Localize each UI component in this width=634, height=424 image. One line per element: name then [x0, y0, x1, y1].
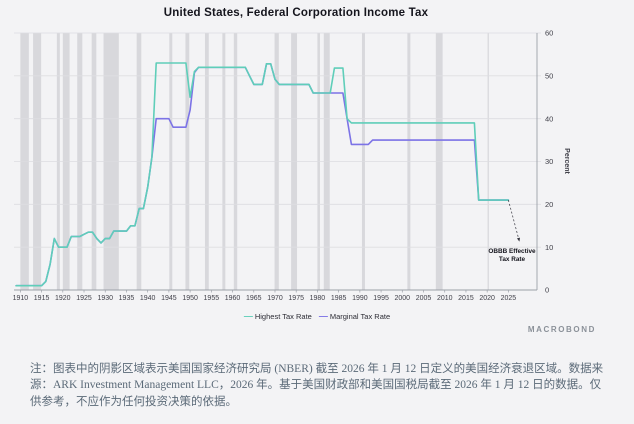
- obbb-annotation-arrowhead: [516, 237, 520, 242]
- x-axis-tick-label: 1970: [267, 295, 283, 302]
- x-axis-tick-label: 2005: [416, 295, 432, 302]
- y-axis-tick-label: 60: [545, 29, 553, 38]
- x-axis-tick-label: 1950: [182, 295, 198, 302]
- obbb-annotation-label: OBBB Effective: [488, 248, 536, 255]
- x-axis-tick-label: 1945: [161, 295, 177, 302]
- x-axis-tick-label: 1985: [331, 295, 347, 302]
- y-axis-tick-label: 30: [545, 157, 553, 166]
- macrobond-logo: MACROBOND: [527, 325, 596, 334]
- legend-item-highest-tax-rate[interactable]: — Highest Tax Rate: [243, 311, 312, 322]
- x-axis-tick-label: 1935: [119, 295, 135, 302]
- legend-label-highest-tax-rate: Highest Tax Rate: [254, 312, 312, 321]
- x-axis-tick-label: 1910: [13, 295, 29, 302]
- x-axis-tick-label: 1920: [55, 295, 71, 302]
- chart-legend: — Highest Tax Rate — Marginal Tax Rate: [0, 311, 634, 322]
- obbb-annotation-arrow: [508, 199, 520, 242]
- x-axis-tick-label: 1975: [288, 295, 304, 302]
- x-axis-tick-label: 1930: [97, 295, 113, 302]
- x-axis-tick-label: 1965: [246, 295, 262, 302]
- x-axis-tick-label: 2025: [501, 295, 517, 302]
- chart-card: United States, Federal Corporation Incom…: [0, 7, 634, 334]
- highest-tax-rate-swatch-icon: —: [243, 311, 253, 321]
- legend-label-marginal-tax-rate: Marginal Tax Rate: [329, 312, 391, 321]
- x-axis-tick-label: 1915: [34, 295, 50, 302]
- footnote-disclaimer: 注：图表中的阴影区域表示美国国家经济研究局 (NBER) 截至 2026 年 1…: [30, 363, 604, 408]
- marginal-tax-rate-line: [15, 62, 510, 287]
- x-axis-tick-label: 2000: [395, 295, 411, 302]
- y-axis-tick-label: 10: [545, 243, 553, 252]
- x-axis-tick-label: 2020: [479, 295, 495, 302]
- x-axis-tick-label: 1980: [310, 295, 326, 302]
- x-axis-tick-label: 1960: [225, 295, 241, 302]
- x-axis-tick-label: 1925: [76, 295, 92, 302]
- x-axis-tick-label: 1995: [373, 295, 389, 302]
- y-axis-title: Percent: [563, 148, 570, 174]
- y-axis-tick-label: 20: [545, 200, 553, 209]
- highest-tax-rate-line: [15, 62, 510, 287]
- obbb-annotation-label: Tax Rate: [499, 256, 526, 263]
- tax-rate-chart: 0 10 20 30 40 50 60 1910 1915 1920 1925 1930 1935 194…: [13, 29, 570, 302]
- y-axis-tick-label: 40: [545, 114, 553, 123]
- y-axis-tick-label: 0: [545, 286, 549, 295]
- marginal-tax-rate-swatch-icon: —: [318, 311, 328, 321]
- y-axis-tick-label: 50: [545, 71, 553, 80]
- x-axis-tick-label: 2010: [437, 295, 453, 302]
- x-axis-tick-label: 2015: [458, 295, 474, 302]
- x-axis-tick-label: 1940: [140, 295, 156, 302]
- x-axis-tick-label: 1990: [352, 295, 368, 302]
- x-axis-tick-label: 1955: [204, 295, 220, 302]
- chart-title: United States, Federal Corporation Incom…: [163, 7, 429, 19]
- legend-item-marginal-tax-rate[interactable]: — Marginal Tax Rate: [318, 311, 391, 322]
